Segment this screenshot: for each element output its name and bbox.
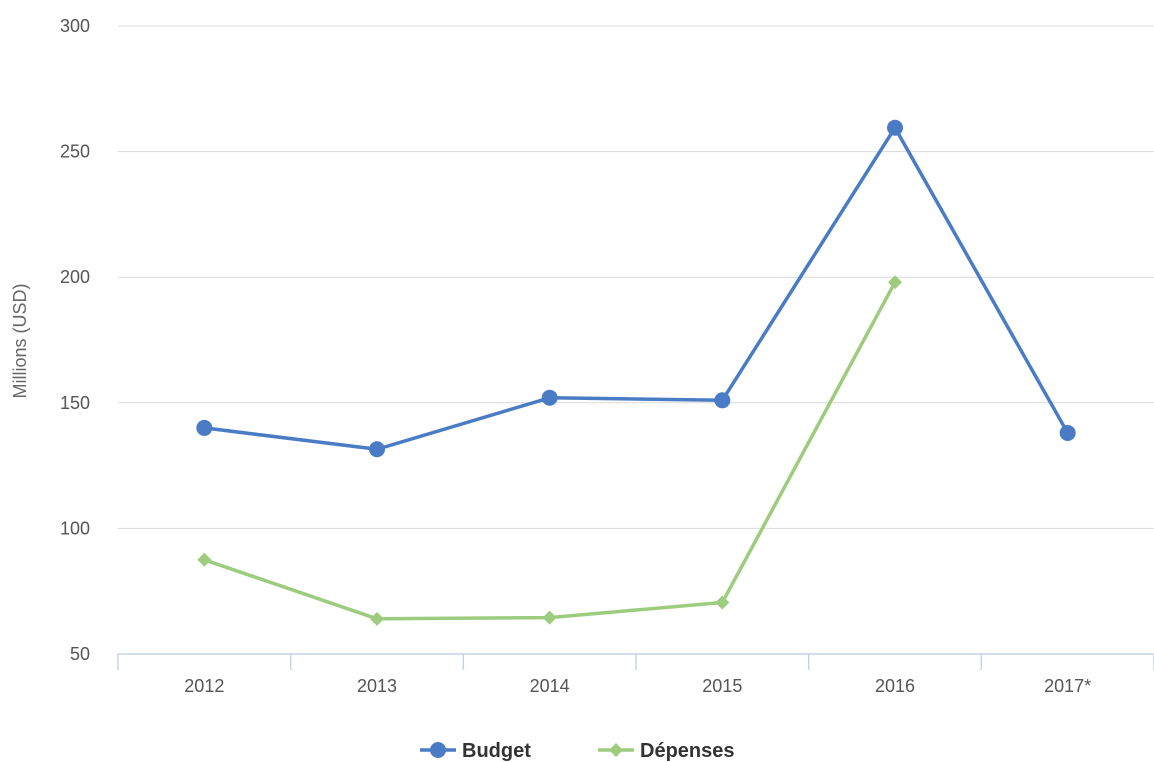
legend: Budget Dépenses [420, 740, 735, 762]
y-tick-label: 300 [60, 16, 90, 36]
series-line [203, 281, 897, 621]
x-tick-label: 2017* [1044, 676, 1091, 696]
data-point[interactable] [369, 441, 385, 458]
legend-label: Dépenses [640, 740, 735, 762]
series-group [196, 119, 1076, 626]
x-tick-label: 2016 [875, 676, 915, 696]
data-point[interactable] [541, 389, 558, 406]
y-tick-label: 50 [70, 644, 90, 664]
data-point[interactable] [370, 611, 384, 626]
x-tick-label: 2014 [530, 676, 570, 696]
x-axis: 2012 2013 2014 2015 2016 2017* [117, 653, 1154, 696]
series-line [204, 125, 1070, 452]
data-point[interactable] [1059, 424, 1076, 441]
y-tick-label: 250 [60, 142, 90, 162]
data-point[interactable] [715, 595, 730, 610]
y-tick-label: 200 [60, 267, 90, 287]
legend-item[interactable]: Dépenses [598, 740, 735, 762]
y-axis-title: Millions (USD) [10, 283, 30, 398]
data-point[interactable] [714, 392, 731, 409]
y-axis-ticks: 50 100 150 200 250 300 [60, 16, 90, 664]
x-tick-label: 2013 [357, 676, 397, 696]
series-0 [196, 119, 1076, 458]
y-tick-label: 150 [60, 393, 90, 413]
y-tick-label: 100 [60, 518, 90, 538]
legend-marker [609, 743, 623, 757]
legend-marker [430, 742, 446, 758]
x-tick-label: 2012 [184, 676, 224, 696]
data-point[interactable] [888, 275, 902, 290]
legend-item[interactable]: Budget [420, 740, 531, 762]
series-1 [197, 275, 902, 626]
data-point[interactable] [887, 119, 903, 136]
legend-label: Budget [462, 740, 531, 762]
data-point[interactable] [197, 552, 212, 567]
data-point[interactable] [196, 419, 213, 436]
x-tick-label: 2015 [702, 676, 742, 696]
data-point[interactable] [542, 610, 557, 625]
grid-lines [118, 25, 1154, 529]
